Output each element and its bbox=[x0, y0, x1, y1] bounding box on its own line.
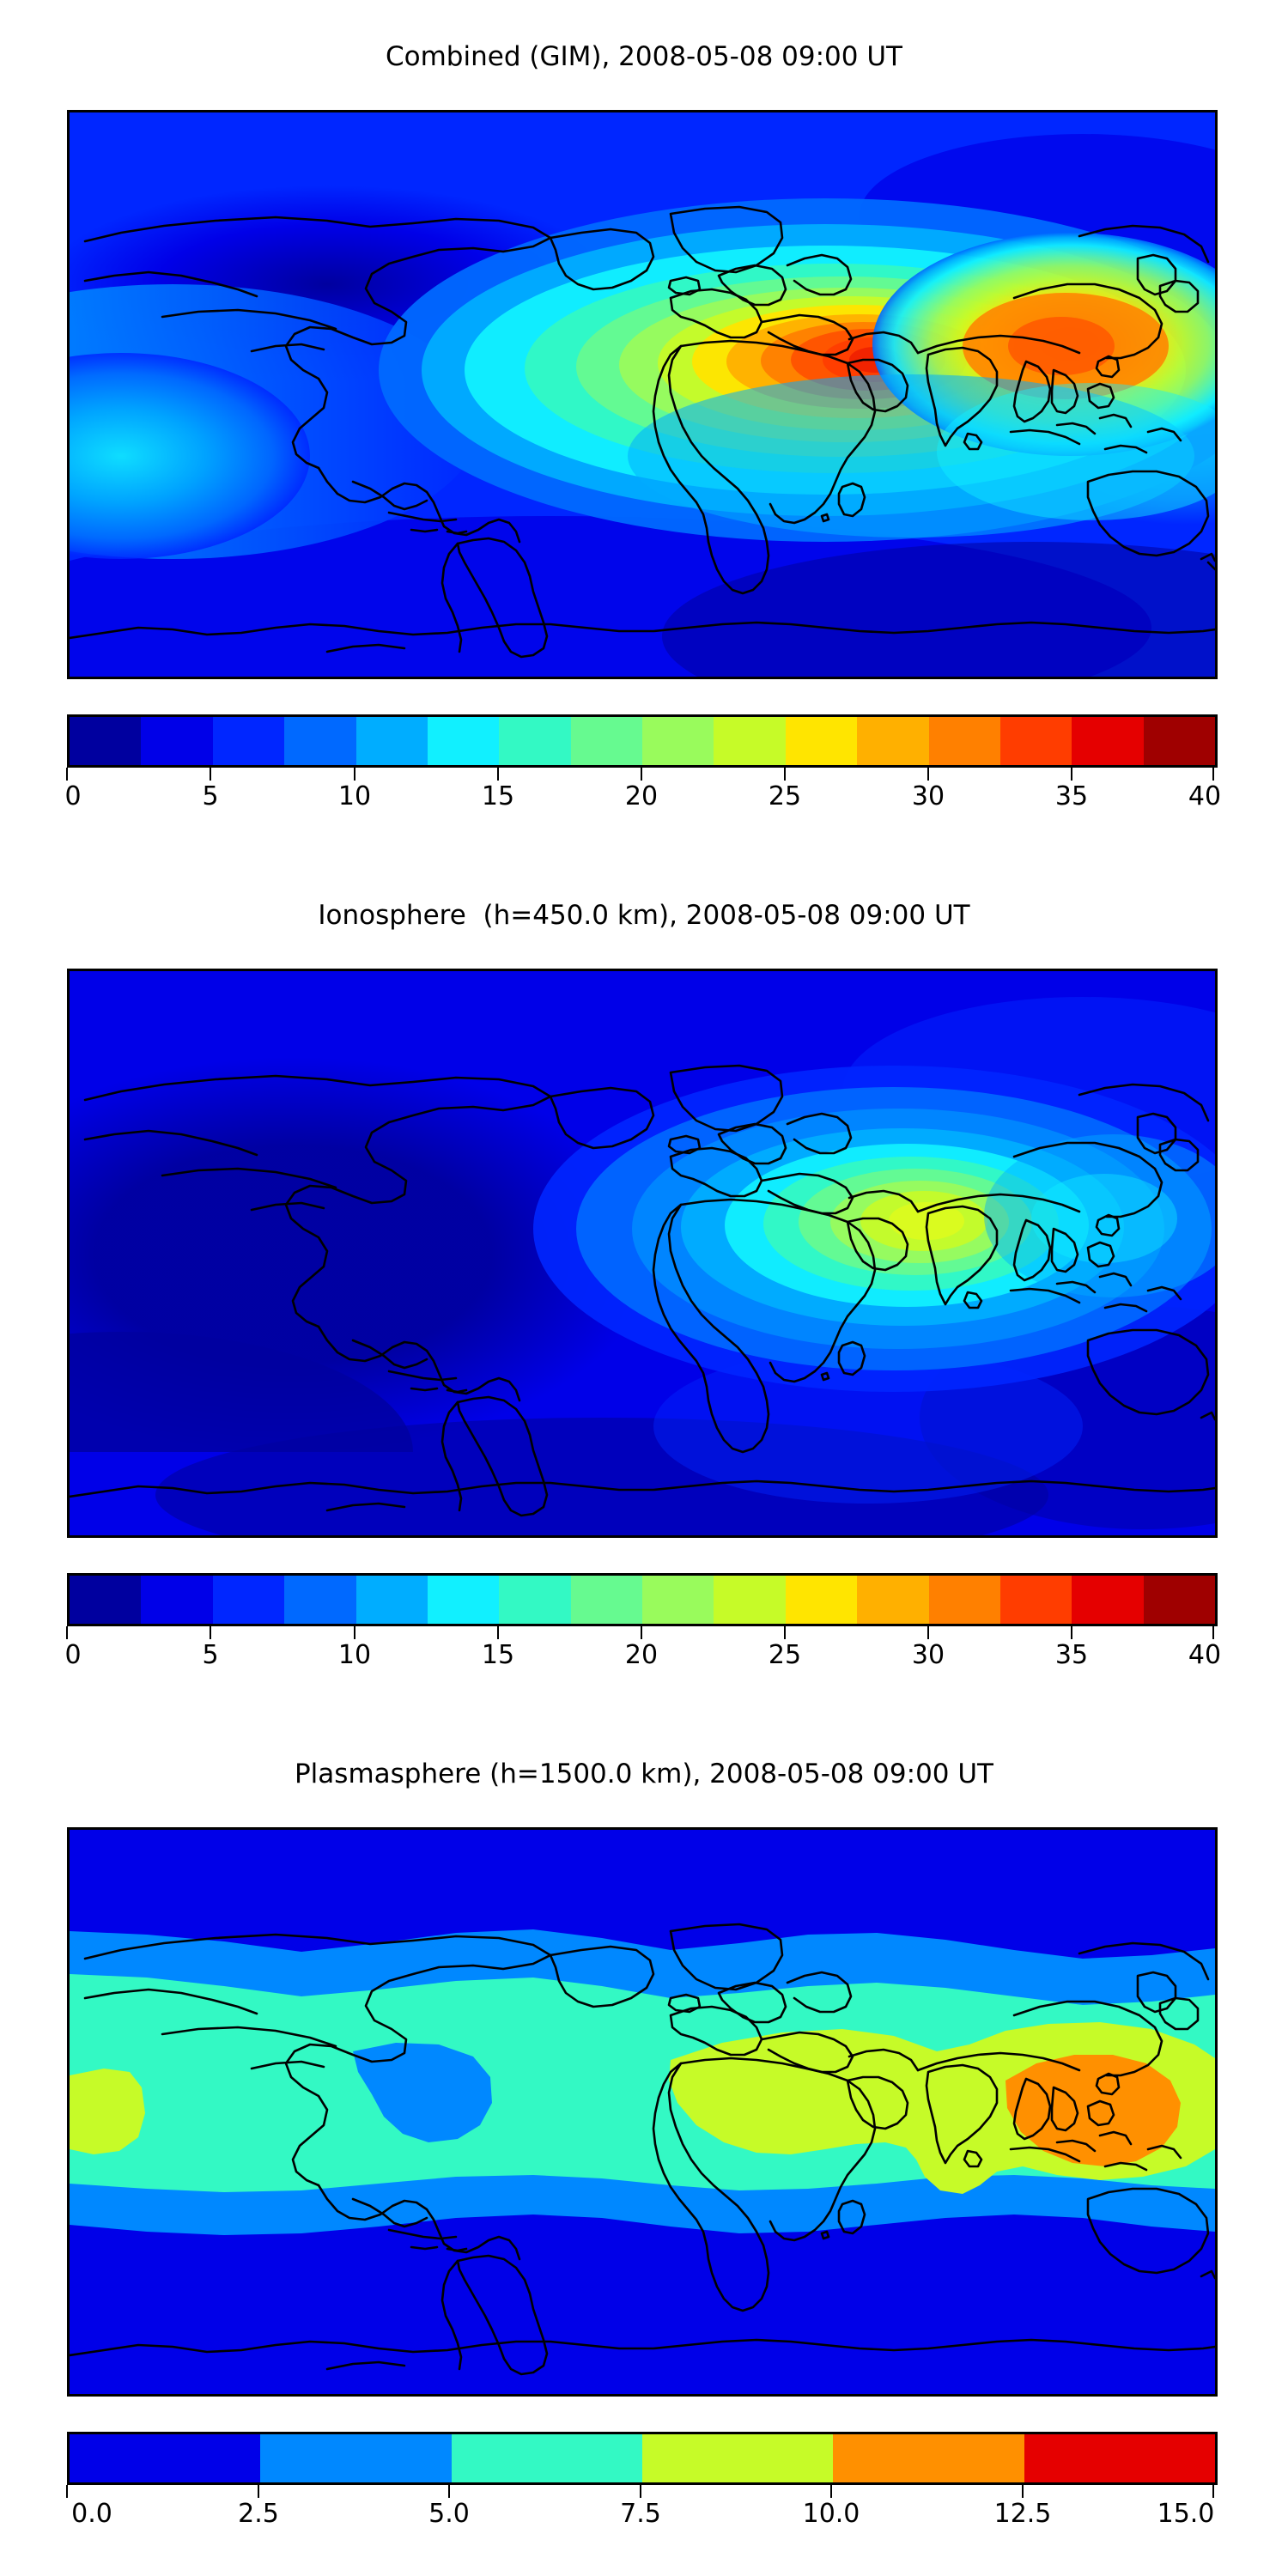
panel-combined-gim: Combined (GIM), 2008-05-08 09:00 UT bbox=[0, 0, 1288, 859]
cbar-seg bbox=[714, 717, 786, 765]
cbar-seg bbox=[284, 717, 356, 765]
contour-field-plasmasphere bbox=[70, 1830, 1215, 2394]
cbar-seg bbox=[570, 717, 642, 765]
cbar-seg bbox=[355, 717, 428, 765]
colorbar-combined: 0 5 10 15 20 25 30 35 40 bbox=[64, 714, 1221, 816]
cbar-seg bbox=[212, 1576, 285, 1624]
cbar-seg bbox=[427, 717, 500, 765]
map-combined-gim bbox=[67, 110, 1218, 679]
panel-plasmasphere: Plasmasphere (h=1500.0 km), 2008-05-08 0… bbox=[0, 1717, 1288, 2576]
cbar-tick-label: 30 bbox=[911, 781, 945, 811]
cbar-seg bbox=[999, 1576, 1072, 1624]
cbar-seg bbox=[642, 1576, 714, 1624]
cbar-tick-label: 25 bbox=[768, 1640, 802, 1670]
cbar-seg bbox=[284, 1576, 356, 1624]
cbar-tick-label: 35 bbox=[1054, 781, 1089, 811]
cbar-seg bbox=[1143, 1576, 1215, 1624]
cbar-seg bbox=[1072, 717, 1144, 765]
cbar-seg bbox=[641, 2434, 834, 2482]
cbar-seg bbox=[260, 2434, 452, 2482]
colorbar-strip-combined bbox=[67, 714, 1218, 768]
cbar-seg bbox=[570, 1576, 642, 1624]
cbar-tick-label: 20 bbox=[624, 1640, 659, 1670]
cbar-seg bbox=[928, 1576, 1000, 1624]
cbar-tick-label: 10.0 bbox=[802, 2499, 860, 2529]
cbar-tick-label: 2.5 bbox=[238, 2499, 279, 2529]
panel-title-ionosphere: Ionosphere (h=450.0 km), 2008-05-08 09:0… bbox=[318, 900, 970, 931]
cbar-seg bbox=[1072, 1576, 1144, 1624]
coastlines-combined bbox=[70, 205, 1215, 659]
map-ionosphere bbox=[67, 969, 1218, 1538]
cbar-seg bbox=[70, 1576, 142, 1624]
colorbar-strip-plasmasphere bbox=[67, 2432, 1218, 2485]
cbar-tick-label: 15 bbox=[481, 781, 515, 811]
colorbar-ticklabels-ionosphere: 0 5 10 15 20 25 30 35 40 bbox=[64, 1640, 1221, 1674]
cbar-tick-label: 40 bbox=[1188, 1640, 1222, 1670]
cbar-seg bbox=[1143, 717, 1215, 765]
map-svg-plasmasphere bbox=[70, 1830, 1215, 2394]
colorbar-strip-ionosphere bbox=[67, 1573, 1218, 1626]
cbar-seg bbox=[355, 1576, 428, 1624]
cbar-seg bbox=[714, 1576, 786, 1624]
cbar-seg bbox=[785, 1576, 858, 1624]
cbar-seg bbox=[141, 1576, 213, 1624]
cbar-seg bbox=[857, 1576, 929, 1624]
colorbar-ticks-ionosphere bbox=[64, 1626, 1215, 1640]
cbar-tick-label: 5.0 bbox=[428, 2499, 470, 2529]
cbar-tick-label: 5 bbox=[202, 1640, 219, 1670]
cbar-tick-label: 7.5 bbox=[620, 2499, 661, 2529]
map-svg-combined bbox=[70, 112, 1215, 677]
colorbar-ticklabels-combined: 0 5 10 15 20 25 30 35 40 bbox=[64, 781, 1221, 816]
cbar-tick-label: 30 bbox=[911, 1640, 945, 1670]
cbar-seg bbox=[1024, 2434, 1215, 2482]
map-svg-ionosphere bbox=[70, 971, 1215, 1535]
cbar-tick-label: 15.0 bbox=[1157, 2499, 1215, 2529]
cbar-seg bbox=[212, 717, 285, 765]
cbar-tick-label: 25 bbox=[768, 781, 802, 811]
cbar-seg bbox=[928, 717, 1000, 765]
contour-field-combined bbox=[70, 112, 1215, 677]
contour-field-ionosphere bbox=[70, 971, 1215, 1535]
cbar-seg bbox=[999, 717, 1072, 765]
colorbar-ticks-plasmasphere bbox=[64, 2485, 1215, 2499]
panel-title-combined: Combined (GIM), 2008-05-08 09:00 UT bbox=[386, 41, 902, 72]
cbar-tick-label: 0 bbox=[64, 781, 82, 811]
cbar-seg bbox=[427, 1576, 500, 1624]
cbar-tick-label: 10 bbox=[337, 1640, 372, 1670]
colorbar-ionosphere: 0 5 10 15 20 25 30 35 40 bbox=[64, 1573, 1221, 1674]
colorbar-plasmasphere: 0.0 2.5 5.0 7.5 10.0 12.5 15.0 bbox=[64, 2432, 1218, 2533]
cbar-tick-label: 0.0 bbox=[71, 2499, 112, 2529]
cbar-seg bbox=[642, 717, 714, 765]
map-plasmasphere bbox=[67, 1827, 1218, 2397]
cbar-tick-label: 5 bbox=[202, 781, 219, 811]
cbar-seg bbox=[141, 717, 213, 765]
cbar-tick-label: 40 bbox=[1188, 781, 1222, 811]
cbar-tick-label: 35 bbox=[1054, 1640, 1089, 1670]
panel-ionosphere: Ionosphere (h=450.0 km), 2008-05-08 09:0… bbox=[0, 859, 1288, 1717]
cbar-seg bbox=[785, 717, 858, 765]
cbar-seg bbox=[499, 717, 571, 765]
coastlines-ionosphere bbox=[70, 1064, 1215, 1517]
colorbar-ticklabels-plasmasphere: 0.0 2.5 5.0 7.5 10.0 12.5 15.0 bbox=[64, 2499, 1215, 2533]
cbar-tick-label: 0 bbox=[64, 1640, 82, 1670]
cbar-tick-label: 15 bbox=[481, 1640, 515, 1670]
cbar-seg bbox=[70, 2434, 261, 2482]
panel-title-plasmasphere: Plasmasphere (h=1500.0 km), 2008-05-08 0… bbox=[294, 1759, 993, 1789]
cbar-seg bbox=[70, 717, 142, 765]
cbar-tick-label: 10 bbox=[337, 781, 372, 811]
coastlines-plasmasphere bbox=[70, 1923, 1215, 2376]
cbar-seg bbox=[833, 2434, 1024, 2482]
cbar-tick-label: 20 bbox=[624, 781, 659, 811]
cbar-seg bbox=[451, 2434, 642, 2482]
cbar-seg bbox=[857, 717, 929, 765]
cbar-seg bbox=[499, 1576, 571, 1624]
cbar-tick-label: 12.5 bbox=[993, 2499, 1052, 2529]
colorbar-ticks-combined bbox=[64, 768, 1215, 781]
